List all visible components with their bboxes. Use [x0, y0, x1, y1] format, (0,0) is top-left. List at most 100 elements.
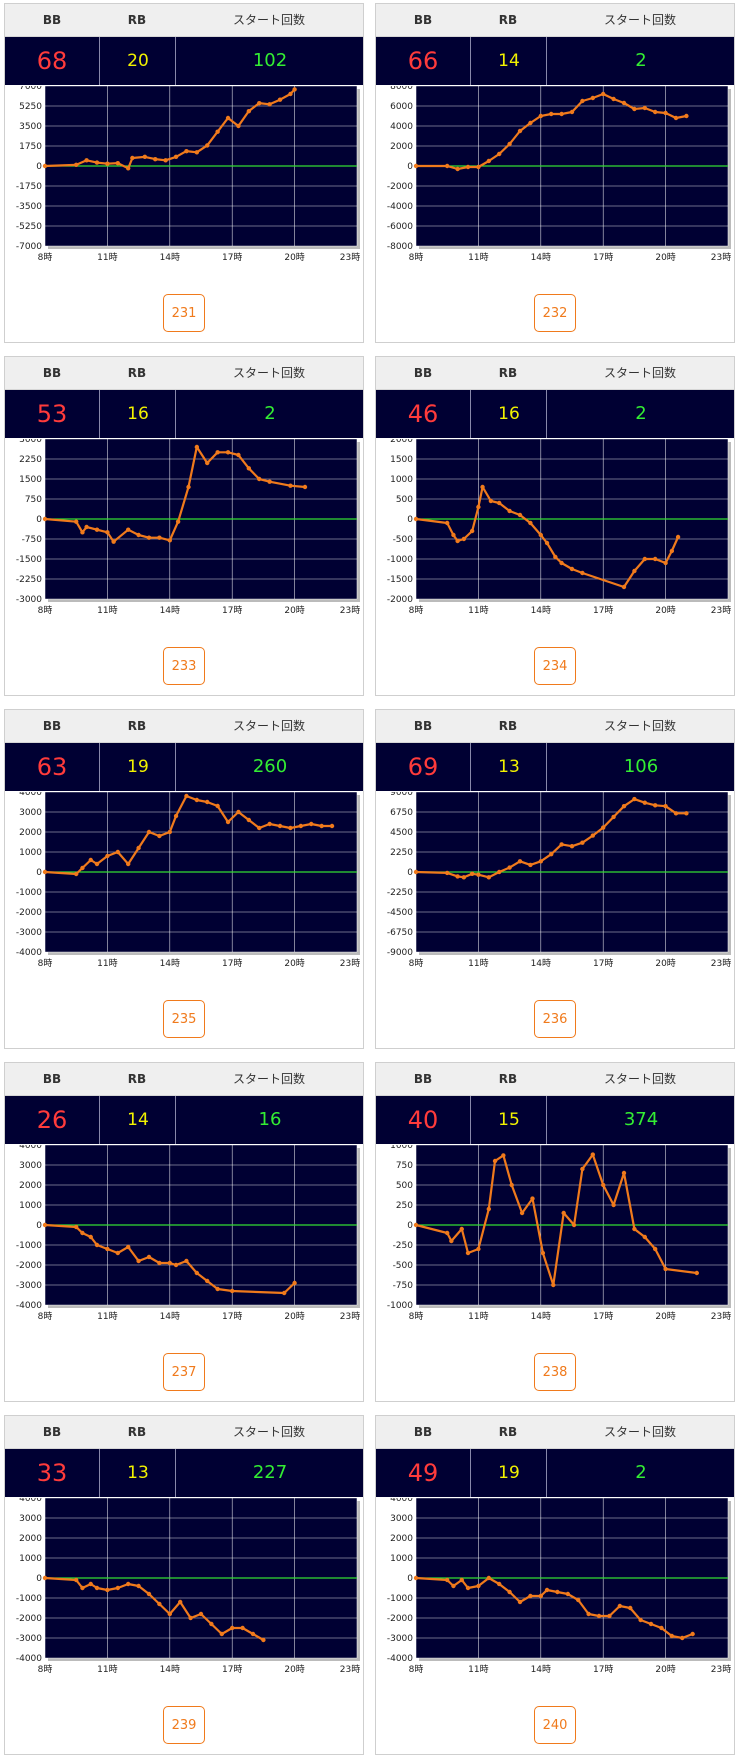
machine-number-button[interactable]: 235 — [163, 1000, 205, 1038]
data-point — [569, 566, 575, 572]
data-point — [653, 1246, 658, 1252]
machine-number-button[interactable]: 234 — [534, 647, 576, 685]
rb-header: RB — [127, 719, 147, 733]
start-count-header: スタート回数 — [232, 1072, 305, 1086]
data-point — [146, 535, 152, 540]
data-point — [194, 797, 200, 803]
stats-values: 26 14 16 — [5, 1096, 363, 1144]
data-point — [445, 163, 450, 169]
start-count: 2 — [546, 37, 735, 85]
data-point — [186, 484, 191, 490]
data-point — [601, 1182, 606, 1188]
data-point — [538, 113, 543, 119]
data-point — [642, 556, 647, 562]
rb-header: RB — [498, 1425, 518, 1439]
stats-values: 46 16 2 — [376, 390, 734, 438]
y-tick-label: -1000 — [387, 1301, 413, 1311]
x-tick-label: 8時 — [38, 252, 53, 262]
data-point — [126, 1244, 131, 1250]
y-tick-label: 0 — [407, 162, 413, 172]
data-point — [480, 484, 485, 490]
start-count-header: スタート回数 — [232, 366, 305, 380]
y-tick-label: -2000 — [16, 1261, 42, 1271]
data-point — [580, 98, 585, 104]
y-tick-label: 2000 — [390, 439, 413, 445]
slump-chart: 4000 3000 2000 1000 0 -1000 -2000 -3000 -4000 8時 1… — [5, 1141, 363, 1322]
y-tick-label: -1000 — [16, 1594, 42, 1604]
data-point — [561, 1210, 566, 1216]
machine-number-button[interactable]: 231 — [163, 294, 205, 332]
machine-number-button[interactable]: 238 — [534, 1353, 576, 1391]
stats-header: BB RB スタート回数 — [376, 1063, 734, 1096]
data-point — [509, 1182, 514, 1188]
machine-number-button[interactable]: 233 — [163, 647, 205, 685]
data-point — [94, 1585, 100, 1591]
data-point — [559, 560, 564, 566]
rb-header: RB — [127, 13, 147, 27]
y-tick-label: -4000 — [387, 202, 413, 212]
machine-number-button[interactable]: 239 — [163, 1706, 205, 1744]
slump-chart: 4000 3000 2000 1000 0 -1000 -2000 -3000 -4000 8時 1… — [5, 1494, 363, 1675]
x-tick-label: 11時 — [468, 1311, 488, 1321]
data-point — [507, 865, 512, 870]
data-point — [528, 1593, 533, 1599]
machine-card-238: BB RB スタート回数 40 15 374 1000 750 500 250 0 -25… — [375, 1062, 735, 1402]
x-tick-label: 17時 — [222, 252, 242, 262]
start-count-header: スタート回数 — [603, 1425, 676, 1439]
y-tick-label: 1500 — [390, 455, 413, 465]
data-point — [184, 793, 189, 799]
x-tick-label: 11時 — [468, 252, 488, 262]
stats-header: BB RB スタート回数 — [376, 4, 734, 37]
data-point — [282, 1290, 287, 1296]
data-point — [461, 536, 467, 542]
y-tick-label: -4000 — [387, 1654, 413, 1664]
y-tick-label: -1000 — [387, 1594, 413, 1604]
stats-values: 66 14 2 — [376, 37, 734, 85]
x-tick-label: 14時 — [531, 1311, 551, 1321]
y-tick-label: 9000 — [390, 792, 413, 798]
data-point — [136, 845, 141, 851]
y-tick-label: 1500 — [19, 475, 42, 485]
y-tick-label: 1750 — [19, 142, 42, 152]
data-point — [130, 155, 135, 161]
data-point — [74, 1224, 79, 1230]
rb-count: 16 — [470, 390, 547, 438]
data-point — [455, 166, 460, 172]
x-tick-label: 8時 — [38, 605, 53, 615]
data-point — [215, 803, 220, 809]
y-tick-label: -3000 — [16, 1634, 42, 1644]
x-tick-label: 17時 — [222, 1311, 242, 1321]
data-point — [225, 115, 231, 121]
data-point — [517, 1599, 523, 1605]
machine-number-button[interactable]: 236 — [534, 1000, 576, 1038]
data-point — [146, 1591, 152, 1597]
data-point — [205, 460, 210, 466]
y-tick-label: 4000 — [19, 1145, 42, 1151]
data-point — [94, 160, 100, 165]
data-point — [167, 829, 172, 835]
machine-number-button[interactable]: 240 — [534, 1706, 576, 1744]
data-point — [507, 508, 512, 514]
machine-number-button[interactable]: 237 — [163, 1353, 205, 1391]
data-point — [653, 556, 658, 562]
data-point — [565, 1591, 571, 1597]
rb-header: RB — [127, 1425, 147, 1439]
y-tick-label: 0 — [36, 868, 42, 878]
data-point — [663, 560, 668, 566]
bb-header: BB — [413, 1072, 433, 1086]
data-point — [184, 148, 189, 154]
data-point — [476, 504, 481, 510]
data-point — [459, 1226, 464, 1232]
bb-count: 66 — [407, 47, 439, 75]
y-tick-label: 1000 — [19, 1554, 42, 1564]
y-tick-label: -750 — [22, 535, 43, 545]
machine-number-button[interactable]: 232 — [534, 294, 576, 332]
data-point — [198, 1611, 204, 1617]
machine-card-237: BB RB スタート回数 26 14 16 4000 3000 2000 1000 0 -… — [4, 1062, 364, 1402]
y-tick-label: 750 — [25, 495, 42, 505]
data-point — [659, 1625, 664, 1631]
y-tick-label: -500 — [393, 1261, 414, 1271]
rb-count: 14 — [99, 1096, 176, 1144]
